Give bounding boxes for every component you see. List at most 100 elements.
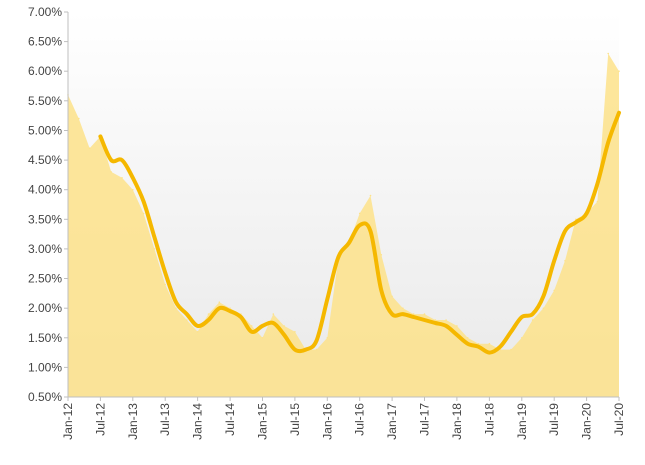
line-point <box>413 316 415 318</box>
line-point <box>596 183 598 185</box>
area-point <box>153 248 156 250</box>
line-point <box>532 313 534 315</box>
x-tick-label: Jan-15 <box>256 403 270 440</box>
line-point <box>153 236 155 238</box>
area-point <box>423 313 426 315</box>
x-tick-label: Jul-14 <box>223 403 237 436</box>
area-point <box>466 337 469 339</box>
y-tick-label: 6.50% <box>28 35 62 49</box>
area-point <box>272 313 275 315</box>
x-tick-label: Jul-17 <box>418 403 432 436</box>
area-point <box>402 307 404 310</box>
line-point <box>424 319 425 321</box>
line-point <box>316 340 317 342</box>
area-point <box>564 260 566 262</box>
x-tick-label: Jul-20 <box>612 403 626 436</box>
line-point <box>283 334 285 336</box>
line-point <box>143 201 145 202</box>
area-point <box>553 289 555 292</box>
area-point <box>510 348 512 351</box>
line-point <box>618 112 620 114</box>
y-tick-label: 0.50% <box>28 390 62 404</box>
x-tick-label: Jan-16 <box>320 403 334 440</box>
line-point <box>305 349 307 351</box>
line-point <box>467 343 469 345</box>
line-point <box>478 346 479 348</box>
area-point <box>121 177 123 179</box>
line-point <box>110 159 112 161</box>
y-tick-label: 3.50% <box>28 212 62 226</box>
area-point <box>477 342 480 345</box>
area-point <box>412 313 415 315</box>
x-tick-label: Jul-19 <box>547 403 561 436</box>
x-tick-label: Jan-14 <box>191 403 205 440</box>
area-point <box>315 348 318 351</box>
line-point <box>445 325 447 327</box>
line-point <box>434 322 436 324</box>
x-tick-label: Jan-12 <box>61 403 75 440</box>
x-tick-label: Jul-18 <box>482 403 496 436</box>
line-point <box>121 159 123 161</box>
x-tick-label: Jan-13 <box>126 403 140 440</box>
area-point <box>369 194 372 197</box>
area-point <box>218 301 221 304</box>
line-series-layer <box>98 110 621 355</box>
line-point <box>240 316 242 318</box>
y-tick-label: 4.00% <box>28 183 62 197</box>
axis-layer <box>64 11 620 401</box>
area-point <box>488 342 491 345</box>
area-series-layer <box>67 52 620 397</box>
line-point <box>326 298 328 300</box>
area-point <box>542 307 545 310</box>
area-point <box>596 200 599 203</box>
area-point <box>326 337 329 339</box>
area-point <box>283 325 285 327</box>
line-point <box>164 272 166 274</box>
line-point <box>251 331 253 333</box>
area-point <box>380 254 383 256</box>
area-point <box>186 319 188 321</box>
y-tick-label: 6.00% <box>28 64 62 78</box>
line-point <box>575 221 577 223</box>
x-tick-label: Jul-16 <box>353 403 367 436</box>
area-point <box>196 331 199 333</box>
x-tick-label: Jan-18 <box>450 403 464 440</box>
area-point <box>456 325 458 327</box>
line-point <box>488 352 490 354</box>
area-point <box>618 70 620 72</box>
line-point <box>564 230 566 232</box>
line-point <box>370 230 371 232</box>
y-tick-label: 1.50% <box>28 331 62 345</box>
area-point <box>521 337 523 339</box>
area-point <box>175 307 177 310</box>
y-tick-labels: 0.50% 1.00% 1.50% 2.00% 2.50% 3.00% 3.50% 4.00%… <box>28 5 62 404</box>
line-point <box>553 260 555 262</box>
area-point <box>434 319 437 321</box>
line-point <box>132 177 134 179</box>
area-series <box>68 53 619 397</box>
line-point <box>186 313 188 315</box>
x-tick-labels: Jan-12 Jul-12 Jan-13 Jul-13 Jan-14 Jul-14 Jan-… <box>61 403 626 440</box>
y-tick-label: 2.50% <box>28 272 62 286</box>
line-point <box>499 346 501 348</box>
area-point <box>164 283 166 286</box>
area-point <box>358 212 361 215</box>
line-point <box>294 349 296 351</box>
x-tick-label: Jul-15 <box>288 403 302 436</box>
line-point <box>99 135 101 137</box>
line-point <box>229 310 231 312</box>
area-point <box>207 313 210 315</box>
y-tick-label: 7.00% <box>28 5 62 19</box>
line-point <box>456 334 458 336</box>
line-point <box>586 212 588 214</box>
y-tick-label: 5.00% <box>28 124 62 138</box>
area-point <box>391 295 393 298</box>
y-tick-label: 3.00% <box>28 242 62 256</box>
area-point <box>132 188 134 191</box>
line-point <box>272 322 274 324</box>
y-tick-label: 5.50% <box>28 94 62 108</box>
line-point <box>348 242 350 244</box>
y-tick-label: 4.50% <box>28 153 62 167</box>
